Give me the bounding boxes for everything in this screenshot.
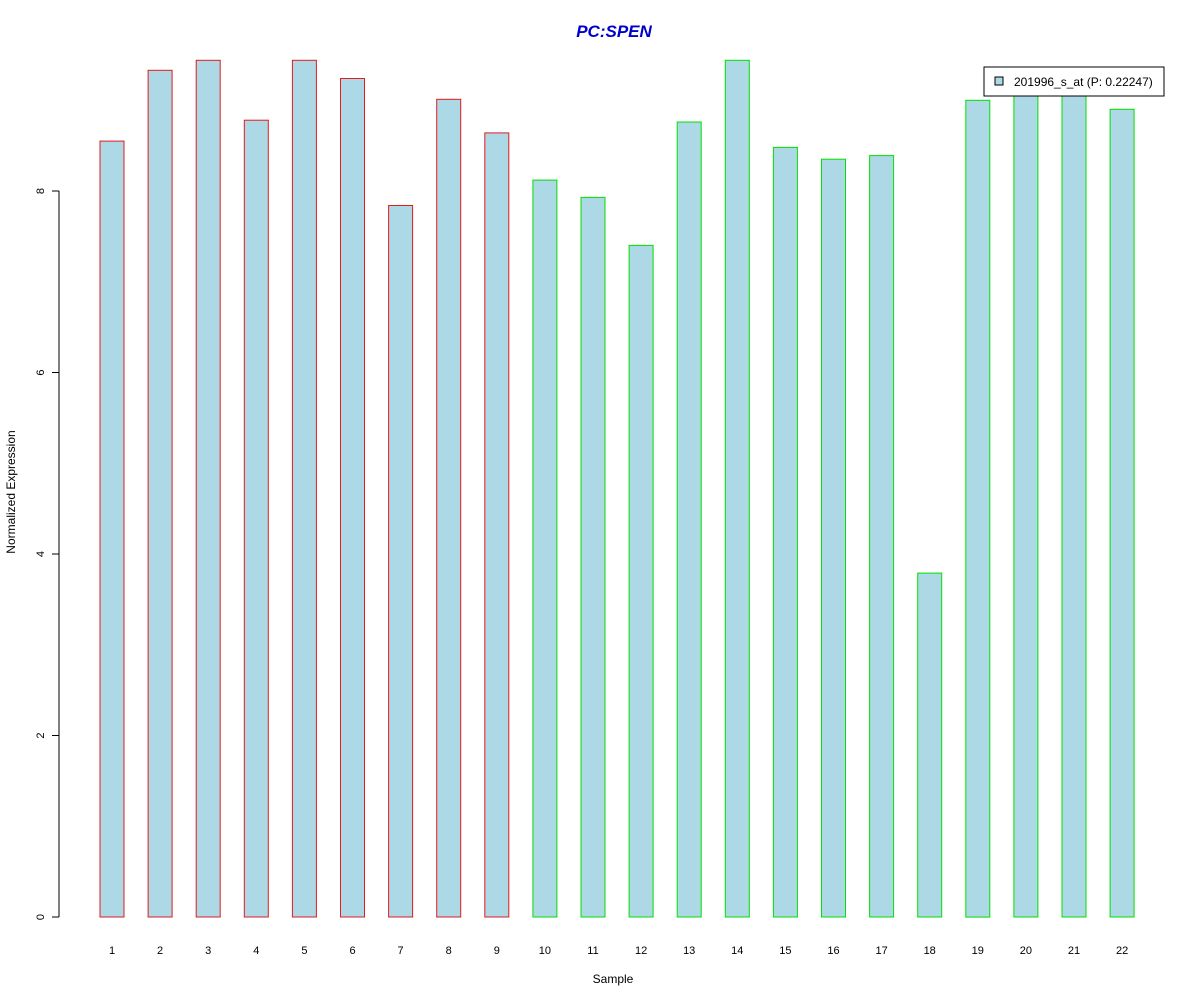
legend-series-label: 201996_s_at (P: 0.22247) [1014, 75, 1153, 89]
legend: 201996_s_at (P: 0.22247) [983, 66, 1165, 97]
x-tick-label: 14 [731, 945, 743, 957]
bar-sample-20 [1013, 88, 1039, 918]
x-tick-label: 5 [301, 945, 307, 957]
bar-sample-6 [340, 78, 365, 918]
x-tick-label: 11 [587, 945, 598, 957]
bar-sample-22 [1109, 108, 1135, 918]
x-tick-label: 13 [683, 945, 695, 957]
bar-sample-13 [676, 121, 702, 918]
y-tick-label: 0 [35, 914, 47, 920]
bar-sample-10 [532, 179, 558, 918]
legend-box [983, 66, 1165, 97]
y-tick-label: 6 [35, 369, 47, 375]
x-tick-label: 12 [635, 945, 647, 957]
x-tick-label: 2 [157, 945, 163, 957]
bar-sample-3 [195, 59, 221, 918]
x-tick-labels: 1 2 3 4 5 6 7 8 9 10 11 12 13 14 15 16 17 18 19 20 21 22 [109, 945, 1128, 957]
bar-sample-1 [99, 140, 125, 918]
x-tick-label: 7 [398, 945, 404, 957]
bar-sample-14 [724, 59, 750, 918]
x-tick-label: 18 [924, 945, 936, 957]
bar-sample-7 [388, 205, 414, 918]
bar-sample-15 [772, 146, 798, 918]
chart-title: PC:SPEN [576, 22, 652, 41]
bar-sample-12 [628, 244, 654, 918]
bars-group [99, 59, 1135, 918]
y-tick-label: 4 [35, 551, 47, 557]
bar-sample-18 [917, 572, 943, 918]
y-axis: 0 2 4 6 8 [35, 188, 60, 920]
bar-sample-5 [291, 59, 317, 918]
x-tick-label: 8 [446, 945, 452, 957]
x-tick-label: 19 [972, 945, 984, 957]
x-tick-label: 4 [253, 945, 259, 957]
bar-sample-9 [484, 132, 510, 918]
legend-swatch [994, 76, 1004, 86]
bar-sample-2 [147, 69, 173, 918]
x-tick-label: 6 [349, 945, 355, 957]
x-tick-label: 21 [1068, 945, 1080, 957]
bar-sample-21 [1061, 90, 1087, 918]
y-tick-label: 2 [35, 732, 47, 738]
x-tick-label: 16 [827, 945, 839, 957]
bar-sample-11 [580, 196, 606, 918]
bar-sample-4 [243, 119, 269, 918]
bar-sample-8 [436, 98, 462, 918]
y-tick-label: 8 [35, 188, 47, 194]
x-tick-label: 3 [205, 945, 211, 957]
x-tick-label: 9 [494, 945, 500, 957]
x-tick-label: 20 [1020, 945, 1032, 957]
bar-sample-17 [869, 155, 895, 918]
x-tick-label: 17 [875, 945, 887, 957]
bar-sample-16 [821, 158, 846, 918]
x-tick-label: 1 [109, 945, 115, 957]
x-tick-label: 15 [779, 945, 791, 957]
bar-sample-19 [965, 99, 991, 918]
x-tick-label: 22 [1116, 945, 1128, 957]
x-axis-label: Sample [593, 972, 634, 986]
y-axis-label: Normalized Expression [4, 430, 18, 553]
x-tick-label: 10 [539, 945, 551, 957]
